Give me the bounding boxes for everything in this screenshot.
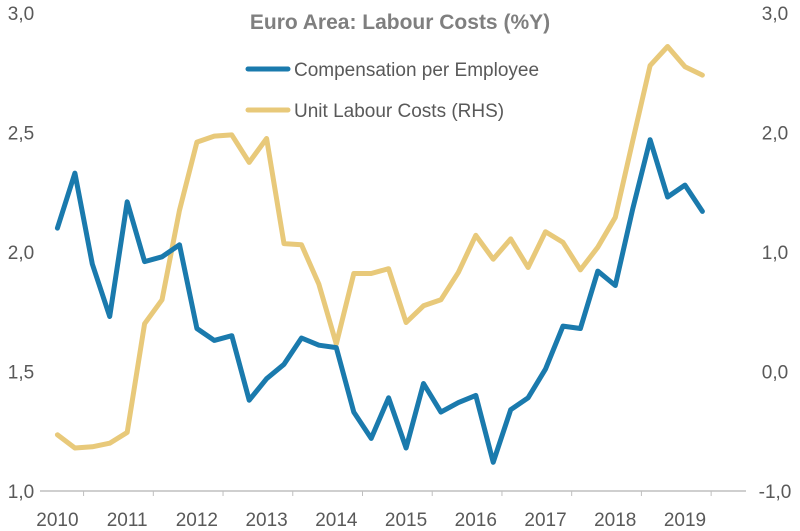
x-tick-label: 2019 [664,510,706,531]
y-left-tick-label: 1,5 [8,363,34,384]
chart-title: Euro Area: Labour Costs (%Y) [250,11,550,34]
x-axis-ticks: 2010 2011 2012 2013 2014 2015 2016 2017 2018 2019 [36,491,712,531]
x-tick-label: 2018 [594,510,636,531]
y-right-tick-label: 0,0 [762,363,788,384]
legend: Compensation per Employee Unit Labour Co… [245,60,539,122]
y-right-tick-label: 1,0 [762,243,788,264]
legend-label-compensation: Compensation per Employee [294,60,539,81]
x-tick-label: 2015 [385,510,427,531]
x-tick-label: 2011 [107,510,148,531]
x-tick-label: 2014 [315,510,358,531]
y-axis-left-ticks: 1,0 1,5 2,0 2,5 3,0 [8,4,34,503]
legend-label-ulc: Unit Labour Costs (RHS) [294,101,504,122]
y-left-tick-label: 3,0 [8,4,34,25]
y-right-tick-label: 2,0 [762,124,788,145]
x-tick-label: 2012 [176,510,218,531]
x-tick-label: 2010 [36,510,78,531]
series-line-compensation [54,137,705,465]
y-axis-right-ticks: -1,0 0,0 1,0 2,0 3,0 [759,4,792,503]
y-left-tick-label: 2,5 [8,124,34,145]
y-left-tick-label: 1,0 [8,482,34,503]
y-right-tick-label: 3,0 [762,4,788,25]
series-lines [54,44,705,465]
x-tick-label: 2017 [524,510,566,531]
y-right-tick-label: -1,0 [759,482,792,503]
series-line-ulc [54,44,705,451]
x-tick-label: 2016 [455,510,497,531]
x-tick-label: 2013 [245,510,287,531]
y-left-tick-label: 2,0 [8,243,34,264]
